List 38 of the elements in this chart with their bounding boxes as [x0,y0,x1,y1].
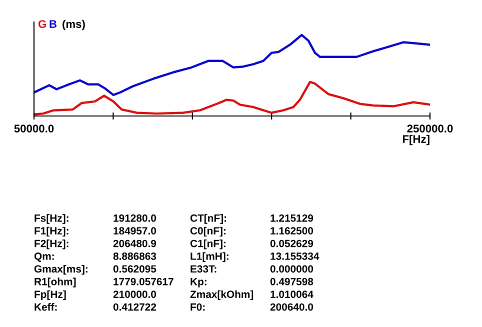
text: CT[nF]: [190,214,226,224]
text: F1[Hz]: [34,226,68,237]
text: G [38,20,46,28]
y-axis-title: (ms) [62,20,85,30]
text: 200640.0 [270,303,314,311]
text: 0.497598 [270,278,314,286]
text: 8.886863 [113,252,156,260]
text: 191280.0 [114,214,156,222]
text: F2[Hz]: [34,240,68,250]
text: 0.412722 [113,303,156,311]
text: Fp[Hz] [34,290,66,300]
text: 184957.0 [114,227,156,234]
text: 1.010064 [270,290,314,298]
x-tick-label: 50000.0 [14,124,54,132]
text: F0: [190,303,205,311]
text: Qm: [34,252,54,262]
text: C1[nF]: [190,240,226,250]
text: 0.000000 [270,265,314,273]
text: 210000.0 [113,290,156,298]
text: Fs[Hz]: [34,214,68,224]
x-tick-label: 250000.0 [407,124,453,132]
x-axis-title: F[Hz] [402,134,430,146]
text: 1779.057617 [114,278,174,286]
text: Kp: [190,278,206,288]
text: 1.162500 [270,227,314,234]
text: E33T: [190,265,216,273]
text: Keff: [34,303,57,311]
text: Gmax[ms]: [34,264,88,275]
text: R1[ohm] [34,278,76,288]
text: 13.155334 [270,252,320,260]
text: 206480.9 [113,240,156,248]
text: B [50,20,57,28]
text: C0[nF]: [190,226,226,237]
text: 1.215129 [270,214,314,222]
text: L1[mH]: [190,252,228,262]
text: Zmax[kOhm] [190,290,254,300]
text: 0.562095 [113,265,156,273]
text: 0.052629 [270,240,314,248]
